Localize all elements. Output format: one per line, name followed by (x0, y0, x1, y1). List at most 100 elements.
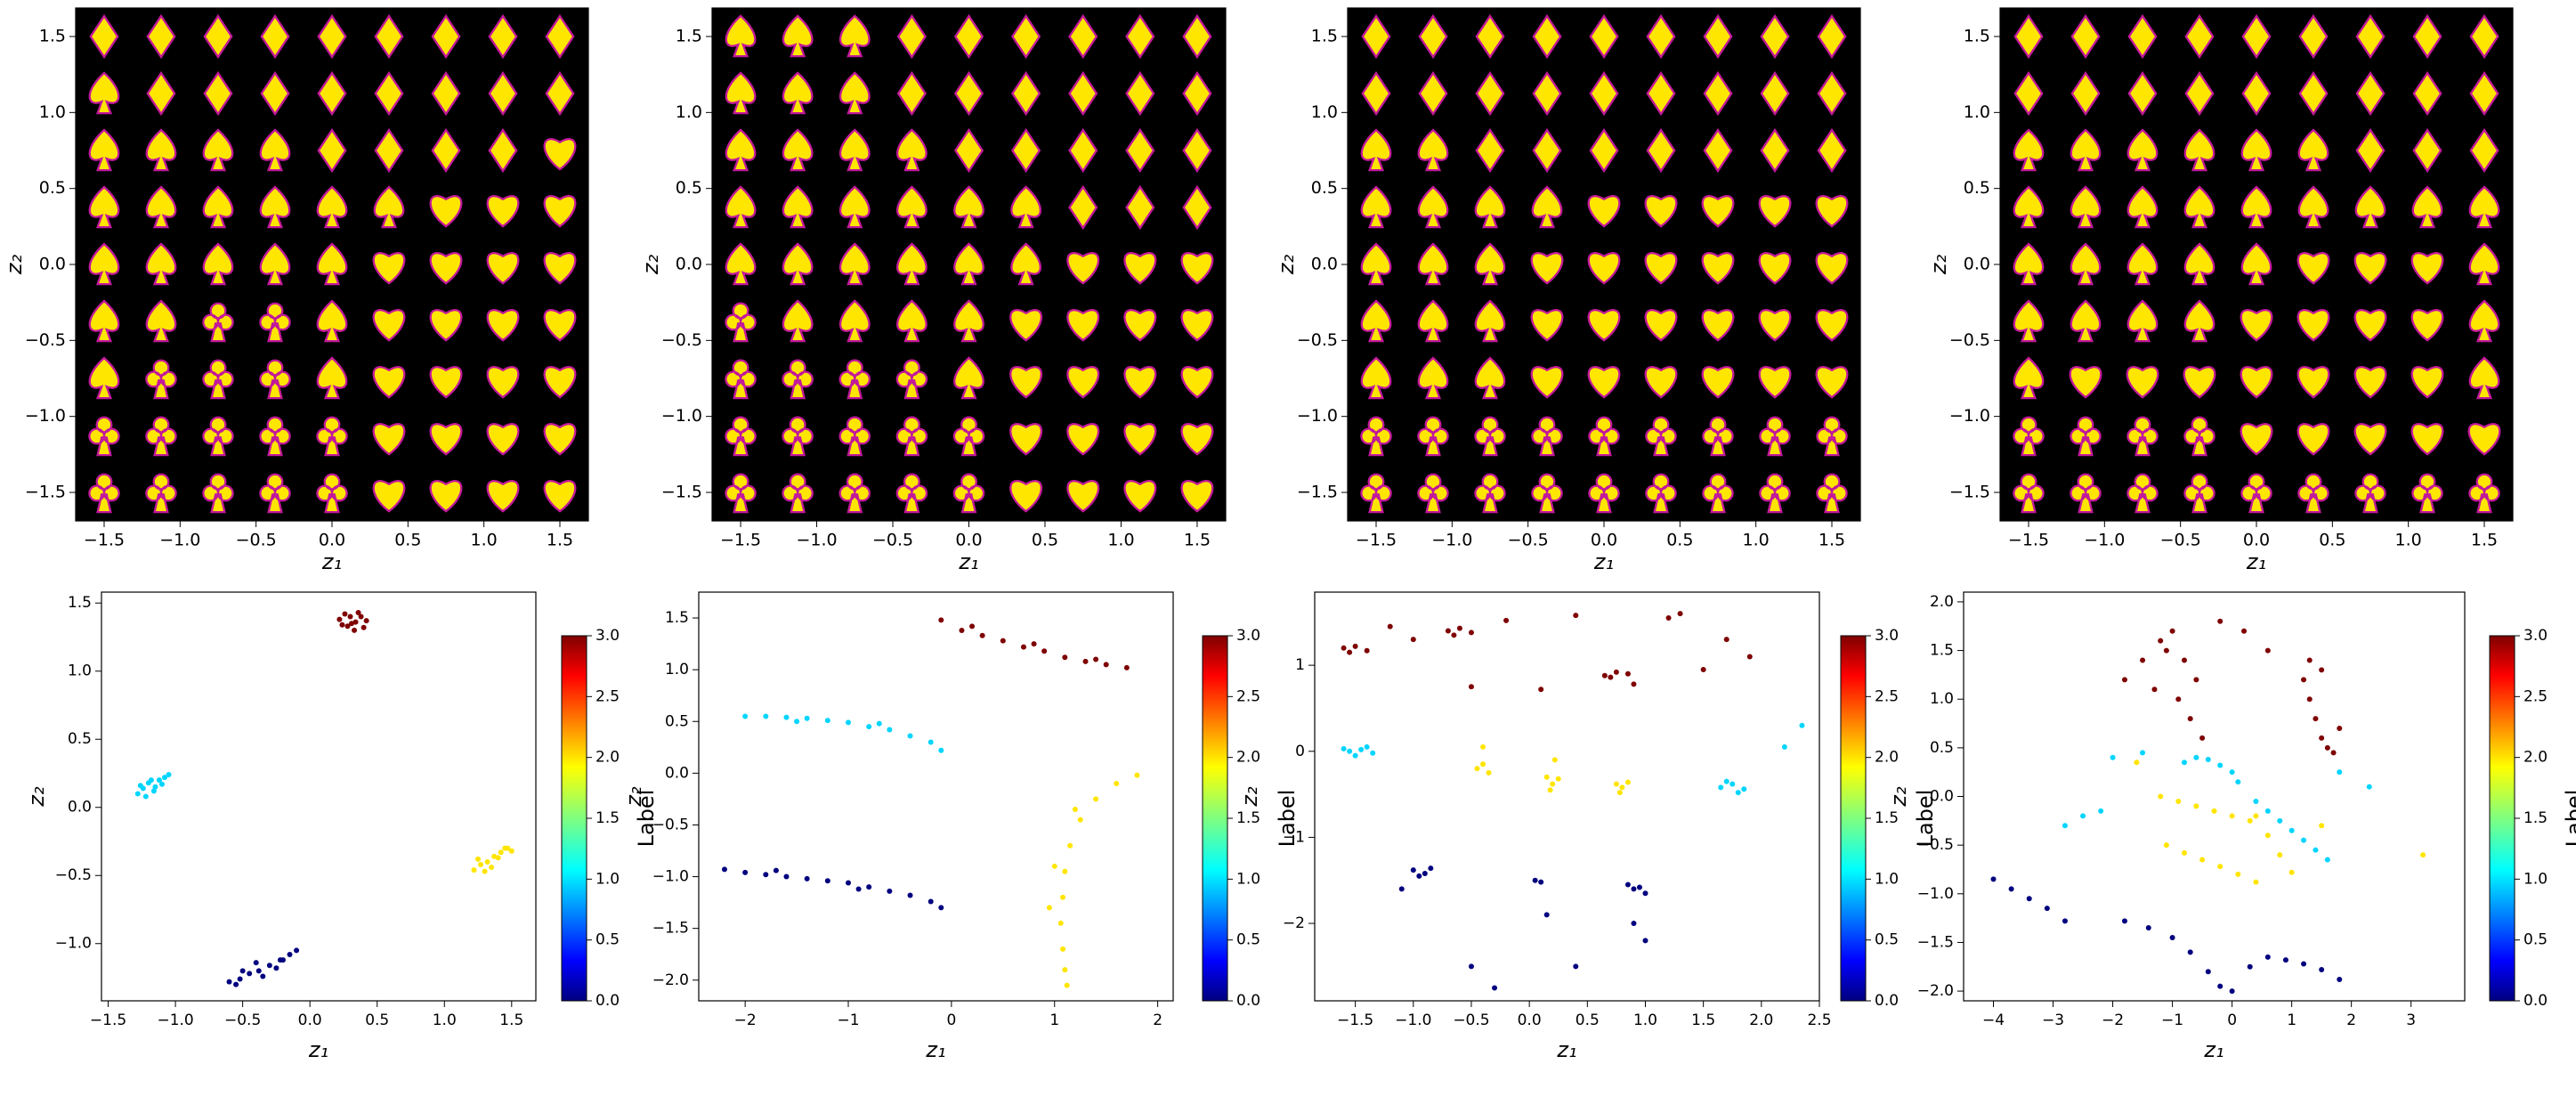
point (846, 719, 852, 726)
y-tick-label: 0.0 (1930, 788, 1954, 806)
point (2306, 657, 2313, 663)
decoded-shape (2468, 242, 2500, 286)
decoded-shape (203, 70, 233, 117)
y-tick-label: −1.5 (1949, 483, 1990, 502)
point (2193, 803, 2199, 809)
y-tick-label: 0.5 (1930, 739, 1954, 757)
decoded-shape (488, 13, 518, 60)
point (2008, 886, 2014, 892)
x-tick-label: 1.5 (1184, 531, 1211, 550)
y-tick-label: −1.0 (1949, 406, 1990, 426)
decoded-shape (145, 128, 177, 172)
decoded-shape (2353, 309, 2387, 342)
decoded-shape (486, 480, 520, 513)
decoded-shape (429, 252, 463, 285)
decoded-shape (2183, 128, 2216, 172)
point (1060, 946, 1066, 952)
colorbar-tick-label: 3.0 (1875, 627, 1899, 645)
decoded-shape (2355, 13, 2386, 60)
decoded-shape (2127, 13, 2158, 60)
decoded-shape (1817, 127, 1847, 174)
decoded-shape (725, 14, 757, 58)
point (855, 886, 862, 892)
decoded-shape (2412, 13, 2442, 60)
decoded-shape (1760, 127, 1790, 174)
decoded-shape (1587, 195, 1621, 228)
decoded-shape (725, 473, 757, 514)
point (475, 856, 482, 862)
point (1451, 632, 1457, 638)
point (342, 611, 348, 617)
decoded-shape (2353, 423, 2387, 456)
decoded-shape (782, 473, 814, 514)
point (260, 973, 266, 979)
decoded-shape (1009, 480, 1043, 513)
point (1456, 625, 1462, 631)
colorbar-tick-label: 1.5 (1875, 809, 1899, 827)
decoded-shape (316, 299, 348, 343)
decoded-shape (1702, 416, 1734, 457)
point (763, 713, 769, 719)
decoded-shape (2183, 185, 2216, 229)
y-tick-label: 2.0 (1930, 593, 1954, 611)
point (804, 875, 810, 882)
point (347, 613, 353, 620)
decoded-shape (839, 299, 871, 343)
point (1636, 884, 1642, 890)
decoded-shape (2354, 473, 2386, 514)
decoded-shape (146, 70, 176, 117)
point (2199, 857, 2206, 863)
panel: −1.5 −1.0 −0.5 0.0 0.5 1.0 1.5 −1.5 −1.0 −0.5 0.0 0… (1274, 7, 1861, 574)
y-tick-label: 1.5 (1930, 642, 1954, 660)
colorbar-label: Label (2562, 790, 2576, 848)
point (2301, 837, 2307, 843)
point (969, 623, 976, 630)
point (2145, 925, 2151, 931)
decoded-shape (145, 473, 177, 514)
x-tick-label: −2 (2102, 1012, 2124, 1029)
x-tick-label: 2.5 (1807, 1012, 1831, 1029)
x-tick-label: −1.5 (720, 531, 761, 550)
point (1616, 790, 1623, 796)
decoded-shape (1360, 473, 1392, 514)
decoded-shape (1646, 127, 1676, 174)
point (1341, 645, 1347, 651)
x-tick-label: −1.0 (159, 531, 200, 550)
decoded-shape (1815, 195, 1849, 228)
point (2140, 657, 2146, 663)
decoded-shape (895, 359, 928, 400)
decoded-shape (2183, 242, 2216, 286)
decoded-shape (1530, 309, 1564, 342)
point (959, 627, 965, 633)
decoded-shape (1646, 70, 1676, 117)
decoded-shape (1532, 70, 1562, 117)
point (1067, 842, 1073, 849)
point (2187, 716, 2193, 722)
decoded-shape (1180, 366, 1214, 399)
y-tick-label: 0.0 (68, 799, 92, 817)
decoded-shape (782, 242, 814, 286)
decoded-shape (2410, 309, 2444, 342)
point (1410, 637, 1416, 643)
y-axis-label: z₂ (621, 786, 646, 808)
point (887, 727, 893, 733)
point (866, 724, 872, 730)
point (1062, 868, 1068, 874)
point (1062, 654, 1068, 661)
decoded-shape (88, 128, 120, 172)
x-tick-label: 1.0 (1107, 531, 1134, 550)
point (1077, 817, 1083, 823)
point (156, 777, 162, 784)
decoded-shape (1758, 309, 1792, 342)
decoded-shape (1588, 473, 1620, 514)
colorbar-tick-label: 1.5 (1236, 809, 1260, 827)
decoded-shape (2070, 185, 2102, 229)
panel: −1.5 −1.0 −0.5 0.0 0.5 1.0 1.5 −1.5 −1.0 −0.5 0.0 0… (1926, 7, 2514, 574)
point (279, 957, 286, 963)
point (287, 951, 293, 957)
point (1532, 877, 1538, 883)
y-axis-label: z₂ (1274, 255, 1299, 276)
point (763, 872, 769, 878)
y-tick-label: 0.5 (1964, 178, 1990, 198)
